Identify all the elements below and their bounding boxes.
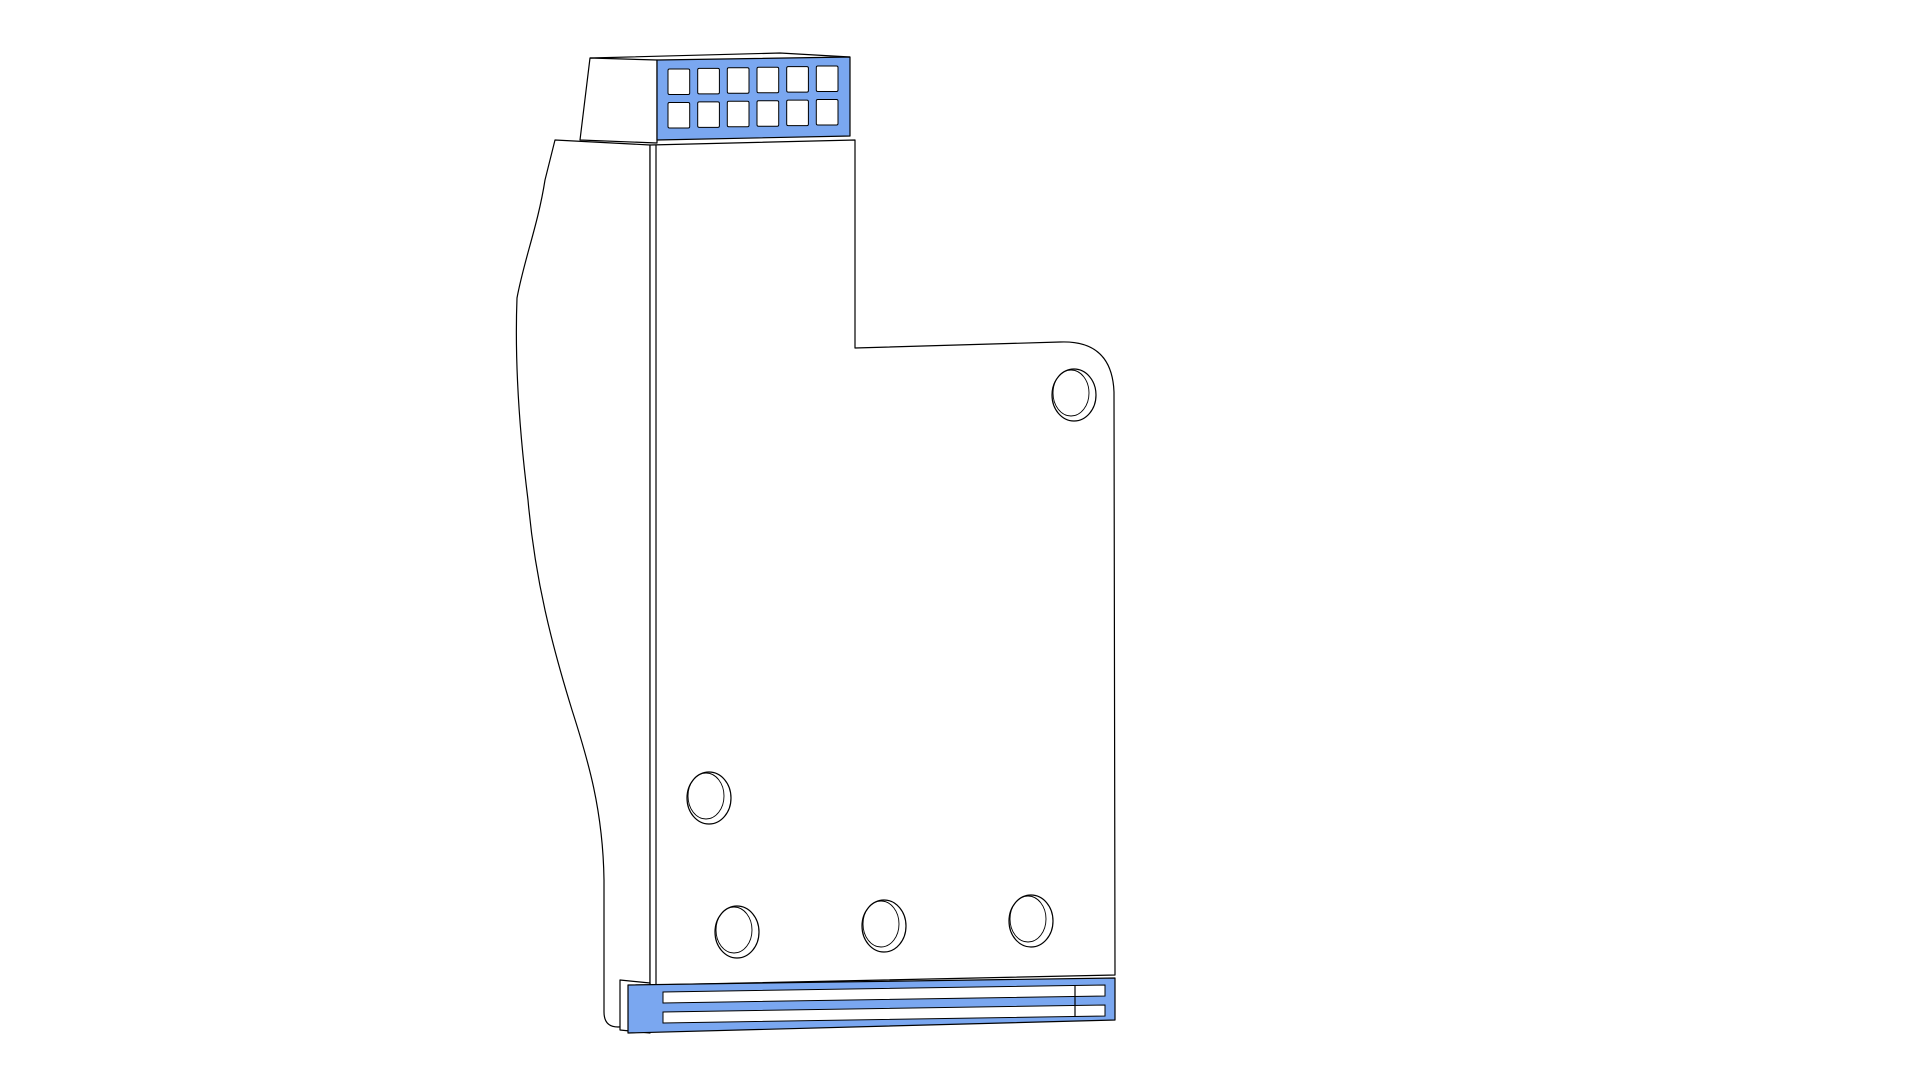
connector-cell-r1-c5 [786,66,809,93]
connector-cell-r1-c3 [726,67,750,94]
connector-cell-r2-c2 [697,101,720,128]
mounting-hole-bottom-3 [1008,894,1054,948]
connector-cell-r2-c1 [667,102,691,129]
top-connector-side-face [579,57,658,144]
connector-cell-r1-c6 [815,65,839,92]
connector-cell-r1-c4 [756,66,780,94]
bottom-rail-slot-1 [662,984,1106,1004]
connector-cell-r2-c3 [726,100,750,128]
mounting-hole-bottom-2 [861,899,907,953]
mounting-hole-left [686,771,732,825]
mounting-hole-bottom-1 [714,905,760,959]
left-curved-side [515,139,651,1028]
connector-cell-r1-c2 [697,67,720,95]
connector-cell-r1-c1 [667,68,691,95]
mounting-holes [686,368,1097,959]
top-connector-grid [667,65,839,129]
connector-cell-r2-c5 [786,99,809,127]
bottom-rail-slots [662,984,1106,1024]
connector-cell-r2-c4 [756,100,780,127]
top-connector-top-edge [589,52,851,59]
connector-cell-r2-c6 [815,99,839,126]
front-plate [649,139,1116,986]
mounting-hole-top-right [1051,368,1097,422]
bottom-rail-slot-2 [662,1004,1106,1024]
